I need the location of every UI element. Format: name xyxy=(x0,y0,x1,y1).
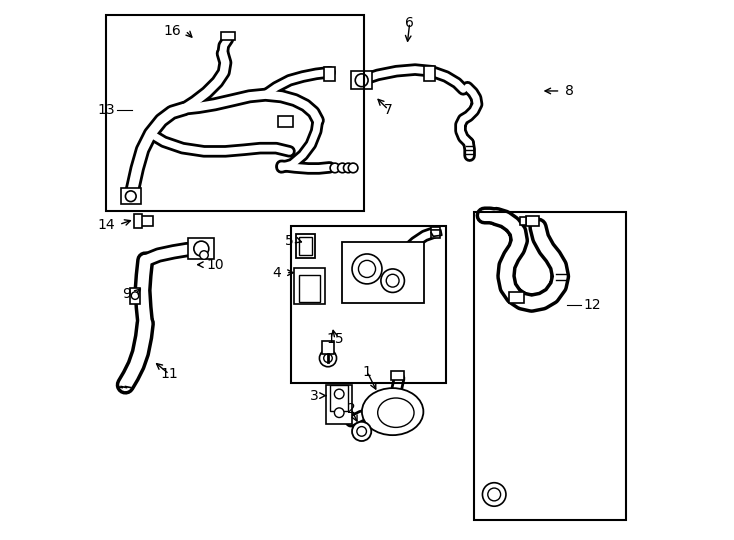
Bar xyxy=(324,67,335,80)
Circle shape xyxy=(330,163,340,173)
Text: 1: 1 xyxy=(363,364,371,379)
Text: 2: 2 xyxy=(346,402,355,416)
Text: 3: 3 xyxy=(310,389,319,403)
Bar xyxy=(431,227,440,239)
Bar xyxy=(222,32,235,40)
Circle shape xyxy=(338,163,347,173)
Ellipse shape xyxy=(378,398,414,427)
Text: 6: 6 xyxy=(405,16,414,30)
Circle shape xyxy=(131,292,139,299)
Bar xyxy=(330,386,349,411)
Bar xyxy=(391,371,404,380)
Text: 14: 14 xyxy=(97,218,115,232)
Text: 12: 12 xyxy=(584,298,601,312)
Circle shape xyxy=(200,251,208,259)
Bar xyxy=(526,216,539,226)
Bar xyxy=(291,226,446,383)
Bar xyxy=(520,217,526,225)
Circle shape xyxy=(335,389,344,399)
Circle shape xyxy=(126,191,136,201)
Text: 4: 4 xyxy=(273,266,281,280)
Bar xyxy=(474,212,626,519)
Circle shape xyxy=(482,483,506,506)
Circle shape xyxy=(381,269,404,293)
Bar xyxy=(299,237,312,255)
Text: 15: 15 xyxy=(326,333,344,347)
Circle shape xyxy=(344,163,353,173)
Circle shape xyxy=(358,260,376,278)
Circle shape xyxy=(349,163,358,173)
Bar xyxy=(299,275,320,302)
Bar xyxy=(297,234,315,258)
Bar xyxy=(351,71,372,89)
Bar xyxy=(509,293,524,303)
Circle shape xyxy=(319,349,336,367)
Text: 5: 5 xyxy=(285,234,294,248)
Ellipse shape xyxy=(362,388,424,435)
Text: 7: 7 xyxy=(384,103,393,117)
Circle shape xyxy=(355,74,368,87)
Circle shape xyxy=(335,408,344,417)
Bar xyxy=(327,386,352,424)
Text: 13: 13 xyxy=(97,103,115,117)
Bar xyxy=(137,216,153,226)
Bar xyxy=(134,214,142,228)
Circle shape xyxy=(194,241,208,256)
Circle shape xyxy=(324,354,333,362)
Text: 10: 10 xyxy=(207,258,225,272)
Bar xyxy=(341,242,424,303)
Circle shape xyxy=(488,488,501,501)
Circle shape xyxy=(386,274,399,287)
Bar xyxy=(120,188,141,204)
Text: 8: 8 xyxy=(564,84,573,98)
Bar xyxy=(294,268,324,304)
Circle shape xyxy=(352,422,371,441)
Text: 11: 11 xyxy=(161,367,178,381)
Bar xyxy=(424,66,435,81)
Bar xyxy=(322,341,334,354)
Circle shape xyxy=(357,427,366,436)
Text: 16: 16 xyxy=(163,24,181,38)
Bar xyxy=(278,116,294,127)
Text: 9: 9 xyxy=(122,287,131,301)
Bar xyxy=(130,288,140,303)
Circle shape xyxy=(352,254,382,284)
Bar xyxy=(189,239,214,259)
Bar xyxy=(106,15,364,211)
